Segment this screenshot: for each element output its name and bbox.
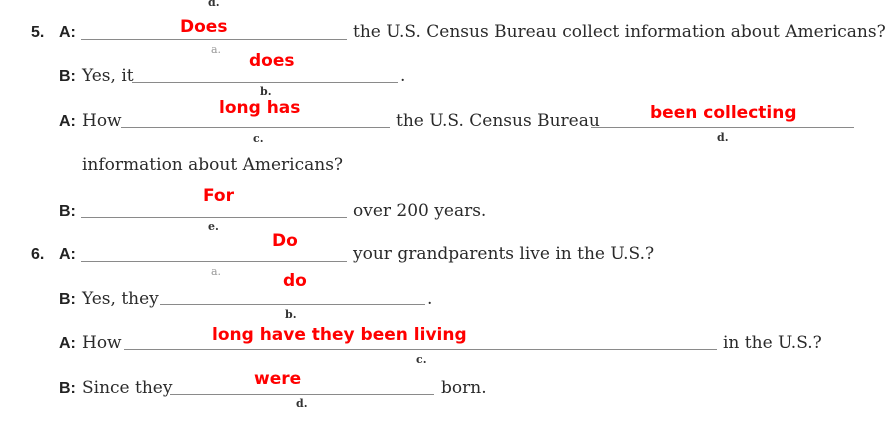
blank-letter-d: d.: [296, 397, 308, 410]
answer-do-cap[interactable]: Do: [272, 231, 298, 251]
speaker-b: B:: [59, 380, 76, 397]
answer-blank-line: [591, 127, 854, 128]
speaker-a: A:: [59, 246, 76, 263]
question-number-6: 6.: [31, 246, 45, 263]
blank-letter-a: a.: [211, 265, 222, 278]
answer-long-has[interactable]: long has: [219, 98, 301, 118]
sentence-prefix: Since they: [82, 378, 173, 398]
blank-letter-a: a.: [211, 43, 222, 56]
question-number-5: 5.: [31, 24, 45, 41]
answer-blank-line: [170, 394, 434, 395]
sentence-prefix: Yes, it: [82, 66, 134, 86]
sentence-text: the U.S. Census Bureau collect informati…: [353, 22, 886, 42]
answer-does-cap[interactable]: Does: [180, 17, 228, 37]
sentence-continuation: information about Americans?: [82, 155, 344, 175]
blank-letter-b: b.: [285, 308, 297, 321]
blank-letter-d-top: d.: [208, 0, 220, 9]
blank-letter-e: e.: [208, 220, 219, 233]
answer-been-collecting[interactable]: been collecting: [650, 103, 797, 123]
answer-blank-line: [121, 127, 390, 128]
sentence-text: born.: [441, 378, 487, 398]
answer-were[interactable]: were: [254, 369, 302, 389]
sentence-text: in the U.S.?: [723, 333, 822, 353]
speaker-b: B:: [59, 203, 76, 220]
answer-blank-line: [81, 39, 347, 40]
sentence-text: your grandparents live in the U.S.?: [353, 244, 655, 264]
answer-blank-line: [81, 261, 347, 262]
sentence-prefix: How: [82, 333, 122, 353]
speaker-b: B:: [59, 291, 76, 308]
sentence-middle: the U.S. Census Bureau: [396, 111, 600, 131]
answer-blank-line: [132, 82, 398, 83]
speaker-b: B:: [59, 68, 76, 85]
sentence-text: over 200 years.: [353, 201, 487, 221]
answer-blank-line: [81, 217, 347, 218]
blank-letter-b: b.: [260, 85, 272, 98]
answer-for[interactable]: For: [203, 186, 234, 206]
sentence-prefix: How: [82, 111, 122, 131]
sentence-suffix: .: [427, 289, 433, 309]
answer-blank-line: [124, 349, 717, 350]
answer-do[interactable]: do: [283, 271, 307, 291]
speaker-a: A:: [59, 113, 76, 130]
speaker-a: A:: [59, 24, 76, 41]
answer-blank-line: [160, 304, 425, 305]
speaker-a: A:: [59, 335, 76, 352]
blank-letter-c: c.: [253, 132, 264, 145]
sentence-suffix: .: [400, 66, 406, 86]
blank-letter-d: d.: [717, 131, 729, 144]
answer-long-have-they-been-living[interactable]: long have they been living: [212, 325, 467, 345]
answer-does[interactable]: does: [249, 51, 295, 71]
sentence-prefix: Yes, they: [82, 289, 159, 309]
blank-letter-c: c.: [416, 353, 427, 366]
